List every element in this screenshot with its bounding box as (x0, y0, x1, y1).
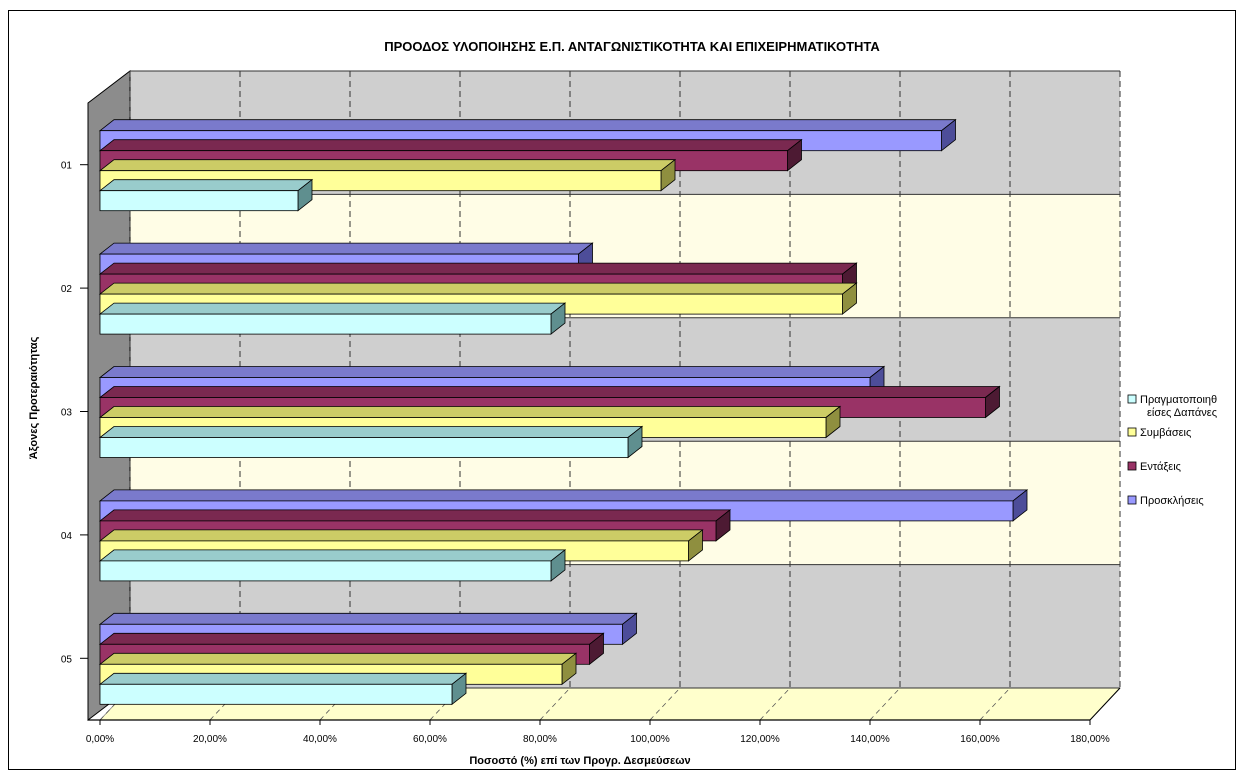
chart-bars (98, 118, 1029, 706)
bar-top-face (98, 179, 314, 192)
legend-swatch-contracts (1127, 427, 1137, 437)
y-tick-label: 03 (61, 408, 73, 419)
legend-label-calls: Προσκλήσεις (1140, 495, 1204, 507)
bar-top-face (98, 489, 1029, 502)
legend-label-spent-line1: Πραγματοποιηθ (1140, 394, 1217, 406)
bar-top-face (98, 262, 858, 275)
bar-top-face (98, 406, 842, 418)
x-tick-label: 40,00% (303, 734, 337, 745)
x-axis-depth-line (1089, 687, 1121, 721)
x-axis-label: Ποσοστό (%) επί των Προγρ. Δεσμεύσεων (469, 755, 690, 767)
y-axis-label: Άξονες Προτεραιότητας (28, 336, 40, 459)
bar-front-face (99, 190, 299, 212)
floor-gridline (649, 687, 681, 721)
x-tick-label: 80,00% (523, 734, 557, 745)
bar-top-face (98, 159, 677, 172)
legend-swatch-spent (1127, 394, 1137, 404)
chart-title: ΠΡΟΟΔΟΣ ΥΛΟΠΟΙΗΣΗΣ Ε.Π. ΑΝΤΑΓΩΝΙΣΤΙΚΟΤΗΤ… (384, 39, 880, 54)
bar-01-0 (98, 178, 314, 212)
bar-top-face (98, 426, 644, 438)
x-tick-label: 120,00% (740, 734, 780, 745)
bar-top-face (98, 529, 704, 542)
bar-02-0 (98, 302, 567, 335)
legend-label-spent-line2: είσες Δαπάνες (1147, 407, 1217, 419)
bar-04-0 (98, 549, 567, 582)
bar-top-face (98, 612, 638, 625)
legend-label-inclusions: Εντάξεις (1140, 461, 1181, 473)
bar-top-face (98, 632, 605, 645)
bar-top-face (98, 366, 886, 378)
legend-swatch-calls (1127, 495, 1137, 505)
legend-label-contracts: Συμβάσεις (1140, 427, 1191, 439)
x-tick-label: 140,00% (850, 734, 890, 745)
bar-top-face (98, 509, 732, 522)
x-tick-label: 100,00% (630, 734, 670, 745)
x-tick-label: 20,00% (193, 734, 227, 745)
bar-top-face (98, 386, 1001, 398)
y-tick-label: 02 (61, 284, 73, 295)
bar-top-face (98, 302, 567, 315)
bar-top-face (98, 282, 858, 295)
x-tick-label: 0,00% (86, 734, 114, 745)
floor-gridline (869, 687, 901, 721)
bar-top-face (98, 242, 594, 255)
bar-front-face (99, 437, 629, 458)
floor-gridline (539, 687, 571, 721)
floor-gridline (979, 687, 1011, 721)
legend-swatch-inclusions (1127, 461, 1137, 471)
bar-top-face (98, 672, 468, 685)
bar-front-face (99, 313, 552, 335)
floor-gridline (759, 687, 791, 721)
bar-front-face (99, 560, 552, 582)
x-tick-label: 180,00% (1070, 734, 1110, 745)
bar-03-0 (98, 425, 644, 459)
x-tick-label: 160,00% (960, 734, 1000, 745)
bar-top-face (98, 549, 567, 562)
chart-ticks: 01 02 03 04 05 0,00% 20,00% 40,00% 60,00% 80,00% 1… (61, 161, 1121, 745)
bar-front-face (99, 683, 453, 705)
bar-05-0 (98, 672, 468, 706)
x-tick-label: 60,00% (413, 734, 447, 745)
y-tick-label: 01 (61, 161, 73, 172)
bar-top-face (98, 119, 957, 132)
bar-top-face (98, 139, 803, 152)
y-tick-label: 04 (61, 531, 73, 542)
y-tick-label: 05 (61, 654, 73, 665)
legend: Πραγματοποιηθ είσες Δαπάνες Συμβάσεις Εν… (1127, 394, 1217, 507)
bar-top-face (98, 652, 578, 665)
